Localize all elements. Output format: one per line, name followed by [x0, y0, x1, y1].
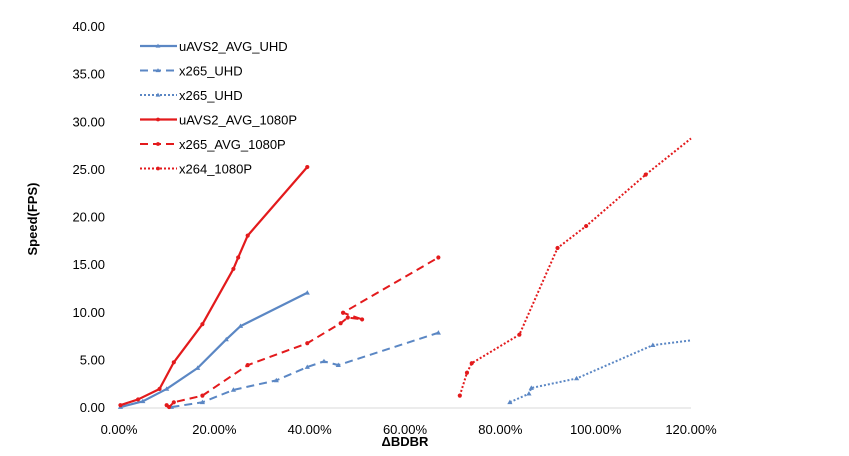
data-point — [157, 386, 162, 392]
series-line — [458, 137, 692, 396]
y-tick-label: 5.00 — [80, 352, 105, 367]
series-4 — [118, 164, 310, 408]
data-point — [555, 245, 560, 251]
y-tick-label: 15.00 — [72, 257, 105, 272]
x-tick-label: 120.00% — [665, 422, 717, 437]
legend-label: x265_UHD — [179, 88, 243, 103]
legend-marker — [156, 142, 160, 146]
data-point — [200, 322, 205, 327]
data-point — [469, 361, 474, 366]
data-point — [574, 375, 580, 381]
data-point — [338, 321, 343, 326]
series-5 — [164, 255, 441, 410]
legend-item: x264_1080P — [140, 162, 252, 177]
legend-label: uAVS2_AVG_1080P — [179, 113, 297, 128]
legend: uAVS2_AVG_UHD x265_UHD x265_UHD uAVS2_AVG_1… — [140, 39, 297, 177]
data-point — [507, 399, 513, 405]
legend-marker — [155, 92, 161, 97]
series-group — [117, 137, 692, 410]
data-point — [464, 370, 470, 375]
x-tick-label: 20.00% — [192, 422, 237, 437]
legend-marker — [155, 43, 161, 48]
data-point — [643, 172, 648, 177]
data-point — [223, 336, 229, 342]
data-point — [304, 290, 310, 295]
x-tick-label: 40.00% — [288, 422, 333, 437]
legend-label: x265_AVG_1080P — [179, 137, 286, 152]
data-point — [199, 399, 206, 405]
y-tick-label: 35.00 — [72, 67, 105, 82]
legend-item: x265_AVG_1080P — [140, 137, 286, 152]
legend-marker — [156, 166, 160, 171]
data-point — [245, 233, 250, 238]
data-point — [118, 403, 123, 408]
legend-label: x265_UHD — [179, 64, 243, 79]
data-point — [135, 397, 141, 402]
data-point — [436, 255, 441, 260]
series-line — [120, 166, 309, 407]
data-point — [200, 393, 205, 398]
data-point — [304, 364, 310, 369]
y-tick-label: 20.00 — [72, 210, 105, 225]
data-point — [345, 315, 350, 320]
data-point — [245, 363, 250, 368]
data-point — [517, 332, 522, 337]
series-1 — [117, 290, 310, 409]
y-tick-label: 25.00 — [72, 162, 105, 177]
data-point — [457, 393, 462, 398]
data-point — [231, 266, 236, 272]
y-axis-title: Speed(FPS) — [25, 183, 40, 256]
data-point — [305, 164, 310, 170]
data-point — [171, 400, 176, 405]
legend-marker — [156, 117, 160, 122]
series-line — [171, 331, 439, 409]
data-point — [360, 317, 365, 322]
data-point — [335, 362, 341, 367]
series-line — [509, 339, 692, 404]
x-tick-label: 100.00% — [570, 422, 622, 437]
x-axis-ticks: 0.00% 20.00% 40.00% 60.00% 80.00% 100.00% 120.… — [101, 422, 718, 437]
y-axis-ticks: 0.00 5.00 10.00 15.00 20.00 25.00 30.00 35.00 40… — [72, 19, 105, 415]
data-point — [526, 391, 532, 396]
legend-marker — [155, 68, 161, 73]
legend-item: uAVS2_AVG_UHD — [140, 39, 288, 54]
legend-item: x265_UHD — [140, 88, 243, 103]
legend-label: uAVS2_AVG_UHD — [179, 39, 288, 54]
data-point — [230, 387, 236, 392]
data-point — [237, 323, 244, 328]
y-tick-label: 40.00 — [72, 19, 105, 34]
data-point — [164, 386, 170, 391]
data-point — [528, 385, 534, 390]
legend-label: x264_1080P — [179, 162, 252, 177]
series-line — [166, 256, 439, 409]
data-point — [195, 365, 201, 370]
x-tick-label: 60.00% — [383, 422, 428, 437]
series-2 — [168, 330, 441, 409]
data-point — [650, 342, 656, 347]
data-point — [140, 398, 146, 404]
data-point — [321, 358, 327, 364]
data-point — [273, 377, 279, 383]
legend-item: x265_UHD — [140, 64, 243, 79]
series-line — [120, 291, 308, 409]
data-point — [584, 223, 589, 229]
x-tick-label: 0.00% — [101, 422, 138, 437]
data-point — [305, 341, 310, 346]
y-tick-label: 10.00 — [72, 305, 105, 320]
x-tick-label: 80.00% — [478, 422, 523, 437]
data-point — [435, 330, 441, 335]
y-tick-label: 30.00 — [72, 114, 105, 129]
y-tick-label: 0.00 — [80, 400, 105, 415]
data-point — [166, 404, 172, 410]
series-6 — [457, 137, 692, 398]
data-point — [236, 255, 241, 260]
data-point — [340, 310, 346, 315]
data-point — [171, 360, 176, 365]
x-axis-title: ΔBDBR — [382, 434, 430, 449]
legend-item: uAVS2_AVG_1080P — [140, 113, 297, 128]
series-3 — [507, 339, 692, 405]
